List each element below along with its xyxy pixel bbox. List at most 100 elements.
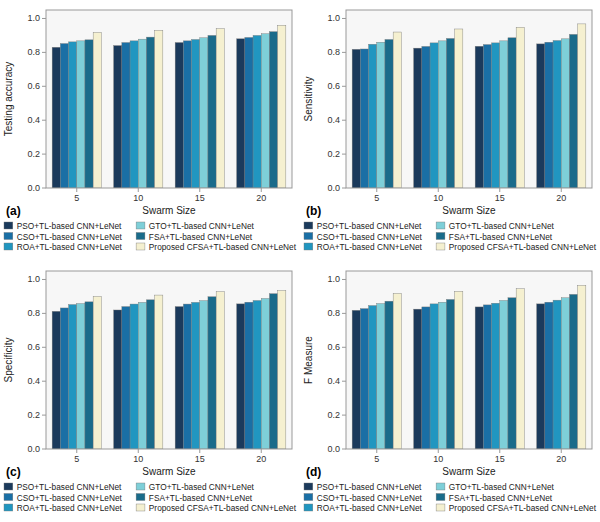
y-tick bbox=[42, 381, 46, 382]
bar bbox=[200, 38, 208, 188]
plot-background bbox=[46, 271, 292, 449]
bar bbox=[553, 300, 561, 449]
plot-frame bbox=[46, 10, 292, 188]
legend-swatch bbox=[304, 222, 313, 229]
y-tick-label: 0.6 bbox=[327, 81, 340, 91]
bar bbox=[192, 302, 200, 449]
legend-label: ROA+TL-based CNN+LeNet bbox=[17, 242, 123, 252]
plot-background bbox=[346, 271, 592, 449]
legend-swatch bbox=[436, 504, 445, 511]
bar bbox=[138, 39, 146, 188]
bar bbox=[414, 48, 422, 188]
bar bbox=[52, 311, 60, 449]
x-tick-label: 5 bbox=[374, 454, 379, 464]
legend-label: GTO+TL-based CNN+LeNet bbox=[149, 221, 255, 231]
legend-label: Proposed CFSA+TL-based CNN+LeNet bbox=[149, 242, 297, 252]
bar bbox=[377, 304, 385, 449]
bar bbox=[561, 298, 569, 449]
plot-frame bbox=[346, 271, 592, 449]
bar bbox=[537, 44, 545, 188]
bar bbox=[500, 41, 508, 188]
bar bbox=[183, 304, 191, 449]
y-tick bbox=[42, 120, 46, 121]
y-tick bbox=[42, 188, 46, 189]
bar bbox=[455, 29, 463, 188]
bar bbox=[422, 46, 430, 188]
x-tick bbox=[199, 449, 200, 453]
bar bbox=[455, 291, 463, 449]
bar bbox=[114, 310, 122, 449]
panel: 0.00.20.40.60.81.05101520Swarm SizeSpeci… bbox=[3, 271, 297, 513]
x-tick-label: 10 bbox=[133, 454, 143, 464]
bar bbox=[422, 307, 430, 449]
bars bbox=[52, 290, 286, 449]
y-tick-label: 0.2 bbox=[27, 410, 40, 420]
panel: 0.00.20.40.60.81.05101520Swarm SizeTesti… bbox=[3, 10, 297, 252]
bar bbox=[492, 43, 500, 188]
bar bbox=[516, 289, 524, 449]
legend-label: FSA+TL-based CNN+LeNet bbox=[449, 232, 553, 242]
x-tick bbox=[76, 449, 77, 453]
bar bbox=[77, 304, 85, 449]
legend-label: PSO+TL-based CNN+LeNet bbox=[317, 482, 422, 492]
y-tick bbox=[342, 52, 346, 53]
plot-frame bbox=[346, 10, 592, 188]
y-tick bbox=[42, 52, 46, 53]
x-tick bbox=[261, 188, 262, 192]
x-tick-label: 10 bbox=[433, 193, 443, 203]
legend-swatch bbox=[136, 483, 145, 490]
bar bbox=[578, 285, 586, 449]
legend: PSO+TL-based CNN+LeNetCSO+TL-based CNN+L… bbox=[4, 221, 297, 252]
x-tick-label: 15 bbox=[195, 454, 205, 464]
x-tick bbox=[138, 188, 139, 192]
legend: PSO+TL-based CNN+LeNetCSO+TL-based CNN+L… bbox=[4, 482, 297, 513]
bar bbox=[69, 42, 77, 188]
bars bbox=[352, 24, 586, 188]
bar bbox=[278, 290, 286, 449]
legend-label: PSO+TL-based CNN+LeNet bbox=[17, 221, 122, 231]
x-tick bbox=[199, 188, 200, 192]
bar bbox=[475, 307, 483, 449]
x-tick-label: 5 bbox=[374, 193, 379, 203]
legend-swatch bbox=[136, 504, 145, 511]
plot-frame bbox=[46, 271, 292, 449]
legend-label: Proposed CFSA+TL-based CNN+LeNet bbox=[149, 503, 297, 513]
y-axis-label: Sensitivity bbox=[303, 76, 314, 121]
x-tick-label: 15 bbox=[495, 454, 505, 464]
bar bbox=[578, 24, 586, 188]
bar bbox=[69, 305, 77, 449]
legend-swatch bbox=[304, 504, 313, 511]
bar bbox=[438, 302, 446, 449]
bar bbox=[253, 35, 261, 188]
y-tick bbox=[342, 188, 346, 189]
bar bbox=[237, 39, 245, 188]
bar bbox=[483, 45, 491, 188]
panel-label: (b) bbox=[306, 204, 321, 218]
bar bbox=[77, 41, 85, 188]
x-axis-label: Swarm Size bbox=[442, 205, 496, 216]
bar bbox=[537, 304, 545, 449]
bar bbox=[122, 43, 130, 188]
bar bbox=[430, 304, 438, 449]
legend-swatch bbox=[436, 222, 445, 229]
y-tick-label: 1.0 bbox=[27, 274, 40, 284]
y-axis-label: F Measure bbox=[303, 336, 314, 384]
plot-background bbox=[46, 10, 292, 188]
y-tick-label: 0.6 bbox=[327, 342, 340, 352]
legend-label: Proposed CFSA+TL-based CNN+LeNet bbox=[449, 503, 597, 513]
bar bbox=[569, 34, 577, 188]
x-tick bbox=[561, 449, 562, 453]
y-tick-label: 0.2 bbox=[27, 149, 40, 159]
bar bbox=[508, 298, 516, 449]
bar bbox=[569, 294, 577, 449]
x-tick-label: 20 bbox=[256, 193, 266, 203]
y-axis-label: Specificity bbox=[3, 337, 14, 382]
legend-swatch bbox=[4, 222, 13, 229]
x-tick-label: 15 bbox=[495, 193, 505, 203]
bar bbox=[508, 38, 516, 188]
y-tick-label: 1.0 bbox=[327, 274, 340, 284]
y-tick bbox=[342, 415, 346, 416]
legend-label: ROA+TL-based CNN+LeNet bbox=[317, 242, 423, 252]
x-tick bbox=[261, 449, 262, 453]
bar bbox=[438, 41, 446, 188]
